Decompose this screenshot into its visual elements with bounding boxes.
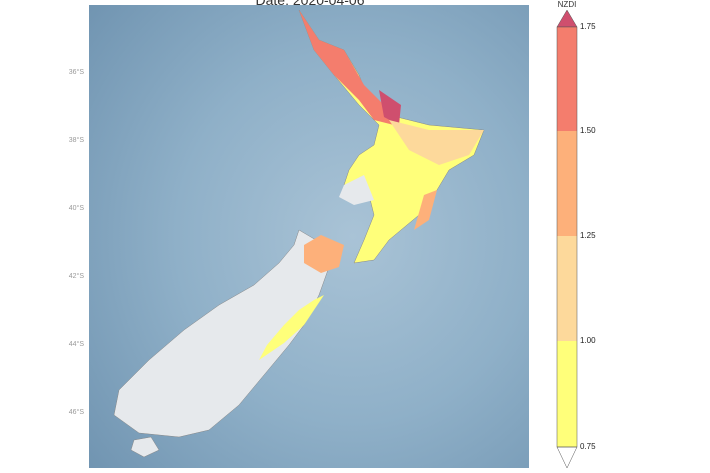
colorbar-bin-0.75-1.0 (557, 341, 577, 447)
colorbar (556, 9, 578, 469)
taranaki-nodata (339, 175, 374, 205)
colorbar-tick: 1.00 (580, 336, 596, 345)
colorbar-tick: 0.75 (580, 442, 596, 451)
colorbar-tick: 1.50 (580, 126, 596, 135)
lat-label-36s: 36°S (68, 69, 84, 76)
northland-index (299, 10, 394, 125)
colorbar-tick: 1.25 (580, 231, 596, 240)
hawkes-bay-index (414, 190, 437, 230)
colorbar-label: NZDI (547, 0, 587, 9)
colorbar-bin-1.0-1.25 (557, 236, 577, 341)
colorbar-over-triangle (556, 9, 578, 28)
nz-map (89, 5, 529, 468)
auckland-index (379, 90, 401, 125)
colorbar-tick: 1.75 (580, 22, 596, 31)
stewart-island (130, 436, 160, 458)
lat-label-40s: 40°S (68, 205, 84, 212)
colorbar-under-triangle (556, 446, 578, 469)
lat-label-46s: 46°S (68, 409, 84, 416)
bop-index (389, 120, 484, 165)
lat-label-44s: 44°S (68, 341, 84, 348)
colorbar-bin-1.25-1.5 (557, 131, 577, 236)
nelson-index (304, 235, 344, 273)
colorbar-bin-1.5-1.75 (557, 27, 577, 132)
lat-label-42s: 42°S (68, 273, 84, 280)
map-title: Date: 2020-04-06 (255, 0, 365, 8)
canterbury-index (259, 295, 324, 360)
lat-label-38s: 38°S (68, 137, 84, 144)
